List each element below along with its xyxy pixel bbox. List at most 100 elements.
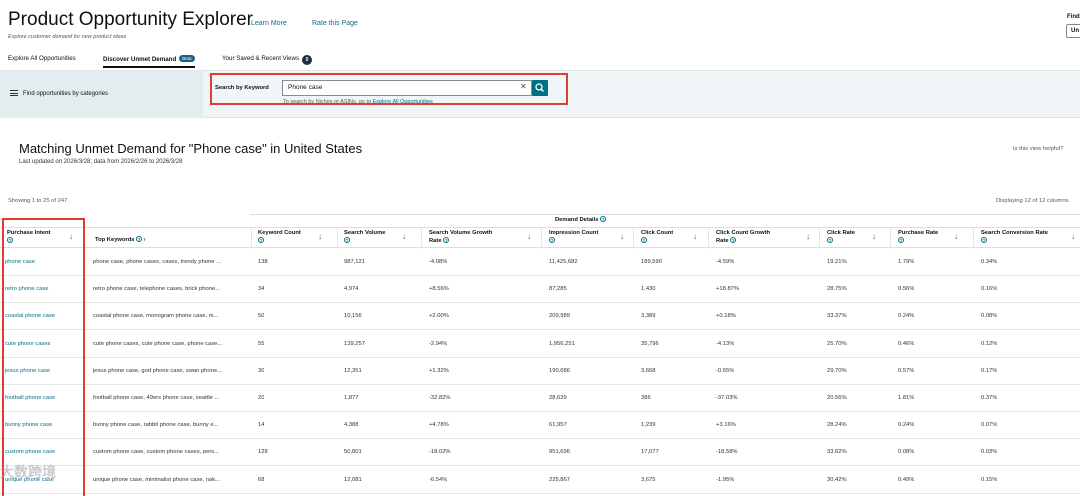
purchase-rate-cell: 0.24%	[898, 422, 915, 429]
sort-arrow-icon[interactable]: ↓	[806, 232, 810, 241]
keyword-search-input[interactable]: Phone case	[282, 80, 532, 96]
sv-growth-cell: -32.82%	[429, 395, 451, 401]
sort-arrow-icon[interactable]: ↓	[693, 232, 697, 241]
purchase-intent-link[interactable]: custom phone case	[5, 449, 56, 456]
sort-arrow-icon[interactable]: ↓	[318, 232, 322, 241]
keyword-count-cell: 68	[258, 476, 265, 483]
col-impression-count[interactable]: Impression Count? ↓	[549, 230, 624, 245]
purchase-intent-link[interactable]: football phone case	[5, 395, 56, 401]
help-icon[interactable]: ?	[981, 237, 987, 243]
table-row[interactable]: football phone case football phone case, …	[0, 385, 1080, 412]
chevron-right-icon[interactable]: ›	[143, 237, 146, 243]
purchase-rate-cell: 1.79%	[898, 259, 915, 265]
search-button[interactable]	[532, 80, 548, 96]
table-row[interactable]: coastal phone case coastal phone case, mo…	[0, 303, 1080, 331]
col-click-rate[interactable]: Click Rate? ↓	[827, 230, 876, 245]
sort-arrow-icon[interactable]: ↓	[620, 232, 624, 241]
search-volume-cell: 4,974	[344, 286, 359, 293]
purchase-intent-link[interactable]: coastal phone case	[5, 313, 55, 320]
purchase-intent-link[interactable]: phone case	[5, 259, 35, 265]
click-count-cell: 1,239	[641, 422, 656, 429]
purchase-rate-cell: 0.08%	[898, 449, 915, 456]
purchase-intent-link[interactable]: retro phone case	[5, 286, 49, 293]
cc-growth-cell: -4.13%	[716, 340, 735, 347]
col-click-count[interactable]: Click Count? ↓	[641, 230, 697, 245]
table-row[interactable]: bunny phone case bunny phone case, rabbit…	[0, 412, 1080, 440]
sort-arrow-icon[interactable]: ↓	[69, 232, 73, 241]
search-conversion-rate-cell: 0.15%	[981, 476, 998, 483]
purchase-intent-link[interactable]: unique phone case	[5, 476, 54, 483]
beta-badge: Beta	[179, 55, 195, 62]
tab-discover-unmet-demand[interactable]: Discover Unmet Demand Beta	[103, 55, 195, 68]
table-row[interactable]: jesus phone case jesus phone case, god ph…	[0, 358, 1080, 385]
col-search-volume[interactable]: Search Volume? ↓	[344, 230, 406, 245]
showing-count: Showing 1 to 25 of 247	[8, 198, 68, 204]
sort-arrow-icon[interactable]: ↓	[527, 232, 531, 241]
help-icon[interactable]: ?	[600, 216, 607, 222]
search-highlight-frame	[210, 73, 568, 105]
col-label: Top Keywords	[95, 237, 135, 243]
sort-arrow-icon[interactable]: ↓	[872, 232, 876, 241]
rate-page-link[interactable]: Rate this Page	[312, 20, 358, 27]
search-volume-cell: 12,351	[344, 367, 362, 374]
column-divider	[541, 228, 542, 249]
purchase-intent-link[interactable]: bunny phone case	[5, 422, 53, 429]
table-row[interactable]: unique phone case unique phone case, mini…	[0, 467, 1080, 494]
help-icon[interactable]: ?	[898, 237, 904, 243]
table-row[interactable]: custom phone case custom phone case, cust…	[0, 439, 1080, 467]
sort-arrow-icon[interactable]: ↓	[1071, 232, 1075, 241]
help-icon[interactable]: ?	[7, 237, 13, 243]
demand-details-label: Demand Details ?	[555, 216, 607, 223]
col-purchase-intent[interactable]: Purchase Intent? ↓	[7, 230, 73, 245]
explore-all-link[interactable]: Explore All Opportunities	[372, 99, 433, 105]
keyword-count-cell: 138	[258, 259, 268, 265]
impression-count-cell: 87,285	[549, 286, 567, 293]
sv-growth-cell: -2.94%	[429, 340, 448, 347]
help-icon[interactable]: ?	[344, 237, 350, 243]
table-row[interactable]: retro phone case retro phone case, teleph…	[0, 276, 1080, 304]
category-label: Find opportunities by categories	[23, 91, 109, 97]
col-sv-growth[interactable]: Search Volume Growth Rate ? ↓	[429, 230, 531, 245]
watermark: 大数跨境	[0, 464, 56, 480]
demand-details-text: Demand Details	[555, 217, 599, 223]
help-icon[interactable]: ?	[641, 237, 647, 243]
search-conversion-rate-cell: 0.34%	[981, 259, 998, 265]
help-icon[interactable]: ?	[827, 237, 833, 243]
tab-saved-recent[interactable]: Your Saved & Recent Views 0	[222, 55, 313, 65]
table-row[interactable]: phone case phone case, phone cases, cases…	[0, 249, 1080, 276]
purchase-rate-cell: 1.81%	[898, 395, 915, 401]
help-icon[interactable]: ?	[549, 237, 555, 243]
results-title: Matching Unmet Demand for "Phone case" i…	[19, 141, 363, 156]
learn-more-link[interactable]: Learn More	[251, 20, 287, 27]
cc-growth-cell: +0.18%	[716, 313, 736, 320]
col-purchase-rate[interactable]: Purchase Rate? ↓	[898, 230, 958, 245]
help-icon[interactable]: ?	[136, 236, 143, 242]
page-title: Product Opportunity Explorer	[8, 9, 254, 30]
clear-icon[interactable]: ✕	[520, 82, 527, 91]
search-hint-text: To search by Niches or ASINs, go to	[283, 99, 373, 105]
tab-explore-all[interactable]: Explore All Opportunities	[8, 55, 76, 62]
col-top-keywords[interactable]: Top Keywords ? ›	[95, 236, 146, 244]
help-icon[interactable]: ?	[258, 237, 264, 243]
table-row[interactable]: cute phone cases cute phone cases, cute p…	[0, 331, 1080, 358]
click-count-cell: 17,077	[641, 449, 659, 456]
col-cc-growth[interactable]: Click Count Growth Rate ? ↓	[716, 230, 810, 245]
search-conversion-rate-cell: 0.03%	[981, 449, 998, 456]
find-dropdown[interactable]: Un	[1066, 24, 1080, 38]
top-keywords-cell: retro phone case, telephone cases, brick…	[93, 286, 220, 293]
purchase-intent-link[interactable]: jesus phone case	[5, 367, 51, 374]
col-search-conversion-rate[interactable]: Search Conversion Rate? ↓	[981, 230, 1075, 245]
last-updated: Last updated on 2026/3/28; data from 202…	[19, 159, 183, 165]
helpful-feedback[interactable]: Is this view helpful?	[1013, 146, 1064, 152]
sort-arrow-icon[interactable]: ↓	[954, 232, 958, 241]
category-panel[interactable]: Find opportunities by categories	[0, 71, 203, 118]
keyword-count-cell: 34	[258, 286, 265, 293]
purchase-intent-link[interactable]: cute phone cases	[5, 340, 51, 347]
saved-count-badge: 0	[302, 55, 313, 65]
keyword-count-cell: 55	[258, 340, 265, 347]
help-icon[interactable]: ?	[443, 237, 450, 243]
sort-arrow-icon[interactable]: ↓	[402, 232, 406, 241]
col-keyword-count[interactable]: Keyword Count? ↓	[258, 230, 322, 245]
help-icon[interactable]: ?	[730, 237, 737, 243]
click-rate-cell: 19.21%	[827, 259, 847, 265]
